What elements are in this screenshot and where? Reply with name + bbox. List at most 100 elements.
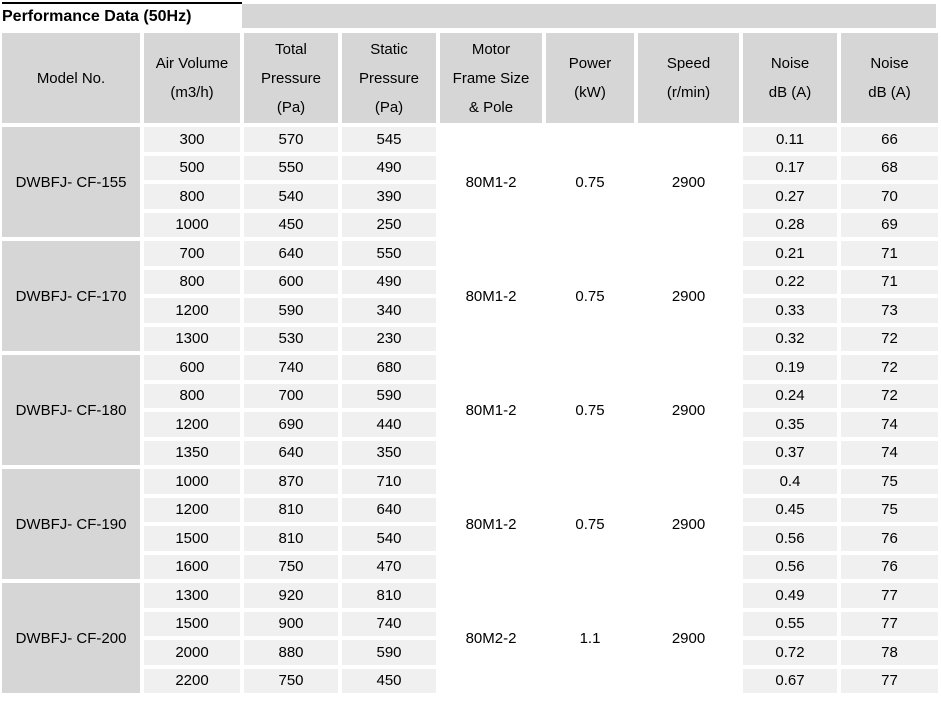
speed-cell: 2900 — [638, 241, 739, 351]
air-volume-cell: 1500 — [144, 611, 240, 636]
static-pressure-cell: 350 — [342, 440, 436, 465]
air-volume-cell: 1200 — [144, 497, 240, 522]
header-line: Model No. — [36, 69, 106, 87]
total-pressure-cell: 900 — [244, 611, 338, 636]
total-pressure-cell: 640 — [244, 241, 338, 266]
header-model-no: Model No. — [2, 33, 140, 123]
air-volume-cell: 2000 — [144, 640, 240, 665]
static-pressure-cell: 640 — [342, 497, 436, 522]
static-pressure-cell: 680 — [342, 355, 436, 380]
speed-cell: 2900 — [638, 355, 739, 465]
static-pressure-cell: 390 — [342, 184, 436, 209]
air-volume-cell: 800 — [144, 383, 240, 408]
model-cell: DWBFJ- CF-200 — [2, 583, 140, 693]
total-pressure-cell: 810 — [244, 497, 338, 522]
speed-cell: 2900 — [638, 583, 739, 693]
header-noise-1: Noise dB (A) — [743, 33, 837, 123]
noise-db-2-cell: 71 — [841, 241, 938, 266]
header-line: Static — [370, 40, 408, 58]
total-pressure-cell: 600 — [244, 269, 338, 294]
performance-table: Model No. Air Volume (m3/h) Total Pressure (P… — [2, 33, 938, 693]
power-cell: 1.1 — [546, 583, 634, 693]
total-pressure-cell: 810 — [244, 526, 338, 551]
motor-frame-cell: 80M1-2 — [440, 127, 542, 237]
noise-db-2-cell: 74 — [841, 440, 938, 465]
header-static-pressure: Static Pressure (Pa) — [342, 33, 436, 123]
noise-db-2-cell: 68 — [841, 155, 938, 180]
air-volume-cell: 500 — [144, 155, 240, 180]
static-pressure-cell: 490 — [342, 269, 436, 294]
static-pressure-cell: 550 — [342, 241, 436, 266]
header-line: Noise — [870, 55, 909, 72]
noise-db-2-cell: 69 — [841, 212, 938, 237]
static-pressure-cell: 810 — [342, 583, 436, 608]
static-pressure-cell: 590 — [342, 640, 436, 665]
air-volume-cell: 1200 — [144, 298, 240, 323]
noise-db-2-cell: 70 — [841, 184, 938, 209]
air-volume-cell: 2200 — [144, 668, 240, 693]
header-line: Noise — [770, 55, 810, 72]
noise-db-1-cell: 0.28 — [743, 212, 837, 237]
page-title: Performance Data (50Hz) — [2, 2, 242, 29]
noise-db-1-cell: 0.17 — [743, 155, 837, 180]
header-line: (kW) — [574, 84, 606, 101]
total-pressure-cell: 590 — [244, 298, 338, 323]
header-total-pressure: Total Pressure (Pa) — [244, 33, 338, 123]
header-line: dB (A) — [768, 84, 812, 101]
total-pressure-cell: 750 — [244, 554, 338, 579]
total-pressure-cell: 570 — [244, 127, 338, 152]
noise-db-1-cell: 0.32 — [743, 326, 837, 351]
noise-db-1-cell: 0.27 — [743, 184, 837, 209]
air-volume-cell: 700 — [144, 241, 240, 266]
header-line: (Pa) — [374, 98, 404, 116]
air-volume-cell: 800 — [144, 269, 240, 294]
header-line: Frame Size — [452, 69, 530, 87]
noise-db-1-cell: 0.72 — [743, 640, 837, 665]
total-pressure-cell: 920 — [244, 583, 338, 608]
noise-db-2-cell: 78 — [841, 640, 938, 665]
speed-cell: 2900 — [638, 127, 739, 237]
noise-db-2-cell: 75 — [841, 497, 938, 522]
air-volume-cell: 1000 — [144, 469, 240, 494]
static-pressure-cell: 340 — [342, 298, 436, 323]
noise-db-2-cell: 72 — [841, 383, 938, 408]
air-volume-cell: 1350 — [144, 440, 240, 465]
noise-db-1-cell: 0.24 — [743, 383, 837, 408]
air-volume-cell: 1300 — [144, 583, 240, 608]
static-pressure-cell: 450 — [342, 668, 436, 693]
noise-db-1-cell: 0.55 — [743, 611, 837, 636]
model-cell: DWBFJ- CF-170 — [2, 241, 140, 351]
header-speed: Speed (r/min) — [638, 33, 739, 123]
header-line: dB (A) — [868, 84, 911, 101]
noise-db-1-cell: 0.37 — [743, 440, 837, 465]
static-pressure-cell: 710 — [342, 469, 436, 494]
noise-db-2-cell: 71 — [841, 269, 938, 294]
total-pressure-cell: 700 — [244, 383, 338, 408]
total-pressure-cell: 740 — [244, 355, 338, 380]
noise-db-1-cell: 0.19 — [743, 355, 837, 380]
header-noise-2: Noise dB (A) — [841, 33, 938, 123]
static-pressure-cell: 440 — [342, 412, 436, 437]
total-pressure-cell: 750 — [244, 668, 338, 693]
power-cell: 0.75 — [546, 241, 634, 351]
total-pressure-cell: 880 — [244, 640, 338, 665]
static-pressure-cell: 490 — [342, 155, 436, 180]
air-volume-cell: 1600 — [144, 554, 240, 579]
header-line: (Pa) — [276, 98, 306, 116]
speed-cell: 2900 — [638, 469, 739, 579]
header-line: Motor — [471, 40, 511, 58]
air-volume-cell: 300 — [144, 127, 240, 152]
header-air-volume: Air Volume (m3/h) — [144, 33, 240, 123]
header-line: (m3/h) — [170, 84, 214, 101]
static-pressure-cell: 250 — [342, 212, 436, 237]
title-fill-bar — [242, 4, 936, 28]
noise-db-1-cell: 0.45 — [743, 497, 837, 522]
noise-db-1-cell: 0.4 — [743, 469, 837, 494]
noise-db-1-cell: 0.49 — [743, 583, 837, 608]
power-cell: 0.75 — [546, 355, 634, 465]
motor-frame-cell: 80M1-2 — [440, 241, 542, 351]
noise-db-2-cell: 66 — [841, 127, 938, 152]
noise-db-2-cell: 76 — [841, 554, 938, 579]
total-pressure-cell: 640 — [244, 440, 338, 465]
model-cell: DWBFJ- CF-155 — [2, 127, 140, 237]
